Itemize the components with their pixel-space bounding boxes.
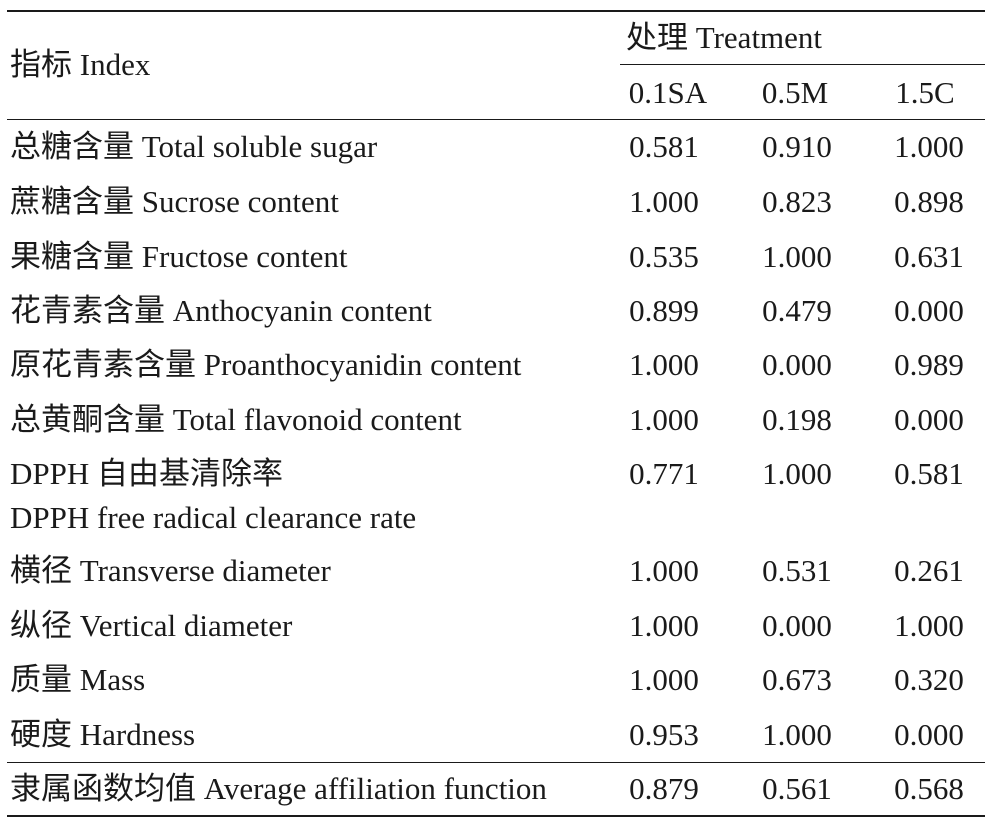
- row-value: 0.261: [894, 553, 964, 588]
- row-label: 果糖含量 Fructose content: [10, 239, 348, 274]
- row-value: 0.910: [762, 129, 832, 164]
- row-value: 0.581: [894, 456, 964, 491]
- column-header-0-5m: 0.5M: [761, 75, 829, 110]
- row-label: 花青素含量 Anthocyanin content: [10, 293, 432, 328]
- row-label: 横径 Transverse diameter: [10, 553, 331, 588]
- row-value: 0.898: [894, 184, 964, 219]
- row-value: 0.989: [894, 347, 964, 382]
- treatment-header: 处理 Treatment: [626, 20, 823, 55]
- row-value: 0.823: [762, 184, 832, 219]
- row-label: 纵径 Vertical diameter: [10, 608, 293, 643]
- row-value: 0.000: [762, 608, 832, 643]
- row-value: 1.000: [762, 239, 832, 274]
- row-value: 1.000: [629, 184, 699, 219]
- column-header-1-5c: 1.5C: [895, 75, 955, 110]
- row-value: 1.000: [894, 129, 964, 164]
- row-label: DPPH 自由基清除率: [10, 456, 284, 491]
- row-value: 0.581: [629, 129, 699, 164]
- row-label: 总糖含量 Total soluble sugar: [10, 129, 378, 164]
- row-label: 原花青素含量 Proanthocyanidin content: [10, 347, 522, 382]
- index-column-header: 指标 Index: [10, 47, 151, 82]
- row-label: 硬度 Hardness: [10, 717, 196, 752]
- row-label: 蔗糖含量 Sucrose content: [10, 184, 339, 219]
- header-bottom-rule: [7, 119, 985, 120]
- row-value: 0.000: [894, 402, 964, 437]
- row-value: 1.000: [894, 608, 964, 643]
- row-value: 1.000: [762, 456, 832, 491]
- row-value: 0.000: [894, 293, 964, 328]
- row-value: 0.000: [762, 347, 832, 382]
- row-value: 0.673: [762, 662, 832, 697]
- row-value: 0.771: [629, 456, 699, 491]
- summary-value-1-5c: 0.568: [894, 771, 964, 806]
- row-value: 0.320: [894, 662, 964, 697]
- row-value: 1.000: [629, 608, 699, 643]
- summary-value-0-5m: 0.561: [762, 771, 832, 806]
- row-value: 1.000: [629, 347, 699, 382]
- row-value: 1.000: [629, 662, 699, 697]
- row-label: 总黄酮含量 Total flavonoid content: [10, 402, 462, 437]
- row-value: 1.000: [629, 553, 699, 588]
- row-value: 0.479: [762, 293, 832, 328]
- row-value: 1.000: [629, 402, 699, 437]
- summary-top-rule: [7, 762, 985, 763]
- row-value: 1.000: [762, 717, 832, 752]
- table-bottom-rule: [7, 815, 985, 817]
- row-value: 0.631: [894, 239, 964, 274]
- row-label: 质量 Mass: [10, 662, 146, 697]
- row-value: 0.198: [762, 402, 832, 437]
- row-value: 0.535: [629, 239, 699, 274]
- row-value: 0.531: [762, 553, 832, 588]
- row-value: 0.953: [629, 717, 699, 752]
- summary-value-0-1sa: 0.879: [629, 771, 699, 806]
- row-label-line2: DPPH free radical clearance rate: [10, 500, 417, 535]
- treatment-subheader-rule: [620, 64, 985, 65]
- column-header-0-1sa: 0.1SA: [628, 75, 708, 110]
- row-value: 0.000: [894, 717, 964, 752]
- row-value: 0.899: [629, 293, 699, 328]
- summary-row-label: 隶属函数均值 Average affiliation function: [10, 771, 547, 806]
- table-top-rule: [7, 10, 985, 12]
